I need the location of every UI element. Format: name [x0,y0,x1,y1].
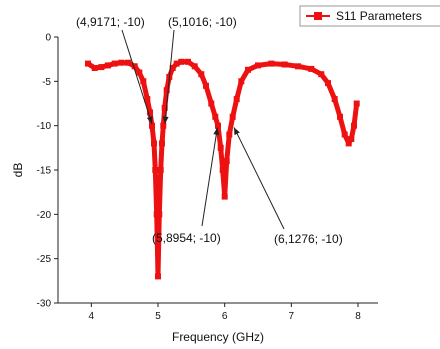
data-point-marker [173,60,180,67]
data-point-marker [156,211,163,218]
data-point-marker [152,167,159,173]
data-point-marker [351,122,357,129]
data-point-marker [226,131,233,138]
annotation-label: (4,9171; -10) [76,15,145,29]
data-point-marker [353,100,360,107]
annotations-layer: (4,9171; -10) (5,1016; -10) (5,8954; -10) (… [76,15,343,246]
annotation-arrowhead [213,127,220,136]
data-point-marker [105,62,111,69]
data-point-marker [318,71,325,78]
data-point-marker [178,58,185,65]
x-axis-label: Frequency (GHz) [172,330,264,344]
x-tick-label: 6 [222,311,228,322]
data-point-marker [203,82,209,89]
data-point-marker [140,78,147,85]
annotation-arrow [164,29,175,124]
data-point-marker [111,60,118,67]
annotation-arrow [201,127,218,227]
legend-series-label: S11 Parameters [336,9,422,23]
y-tick-label: -15 [37,166,52,177]
data-point-marker [331,96,338,103]
data-point-marker [325,80,331,87]
annotation-label: (5,8954; -10) [152,231,221,245]
data-point-marker [295,63,301,70]
y-ticks: 0 -5 -10 -15 -20 -25 -30 [37,33,58,310]
data-point-marker [161,104,168,111]
data-point-marker [169,65,176,71]
data-point-marker [85,60,91,67]
annotation-label: (5,1016; -10) [168,15,237,29]
data-point-marker [160,122,167,129]
data-point-marker [217,144,224,151]
data-point-marker [345,140,352,147]
data-point-marker [337,113,343,120]
data-point-marker [131,63,138,70]
data-point-marker [198,71,205,78]
data-point-marker [208,100,215,107]
data-point-marker [221,193,228,200]
data-point-marker [91,65,98,71]
data-point-marker [98,64,105,71]
legend: S11 Parameters [299,5,440,27]
x-ticks: 4 5 6 7 8 [89,303,361,322]
data-point-marker [223,158,230,165]
data-point-marker [149,122,155,129]
legend-series-marker [314,12,322,20]
data-point-marker [144,96,151,103]
x-tick-label: 8 [355,311,361,322]
y-tick-label: -10 [37,121,52,132]
data-point-marker [215,122,221,129]
y-axis-label: dB [11,163,25,178]
data-point-marker [233,96,240,103]
x-tick-label: 4 [89,311,95,322]
annotation-arrow [121,29,153,124]
legend-box [299,5,440,27]
data-point-marker [185,58,191,65]
data-point-marker [268,60,275,67]
data-point-marker [125,59,131,66]
series-layer [85,58,360,280]
data-point-marker [157,167,164,173]
annotation-arrow [233,127,285,230]
y-tick-label: -30 [37,299,52,310]
data-point-marker [159,140,165,147]
data-point-marker [212,113,219,120]
annotation-arrowhead [162,116,169,124]
data-point-marker [118,59,125,66]
data-point-marker [255,62,261,69]
data-point-marker [348,136,355,142]
y-tick-label: 0 [45,33,51,44]
data-point-marker [238,78,245,85]
annotation-arrowhead [146,116,153,124]
data-point-marker [245,66,251,73]
data-point-marker [136,69,143,76]
annotation-arrowhead [234,127,240,136]
data-point-marker [155,273,161,280]
annotation-label: (6,1276; -10) [274,232,343,246]
data-point-marker [163,87,170,94]
data-point-marker [281,61,288,68]
data-point-marker [191,63,198,70]
data-point-marker [219,167,226,173]
y-tick-label: -20 [37,210,52,221]
y-tick-label: -25 [37,254,52,265]
data-point-marker [229,113,236,120]
data-point-marker [341,131,348,138]
x-tick-label: 7 [289,311,295,322]
data-point-marker [147,109,153,116]
data-point-marker [151,140,157,147]
data-point-marker [308,65,315,72]
y-tick-label: -5 [42,77,51,88]
x-tick-label: 5 [155,311,161,322]
